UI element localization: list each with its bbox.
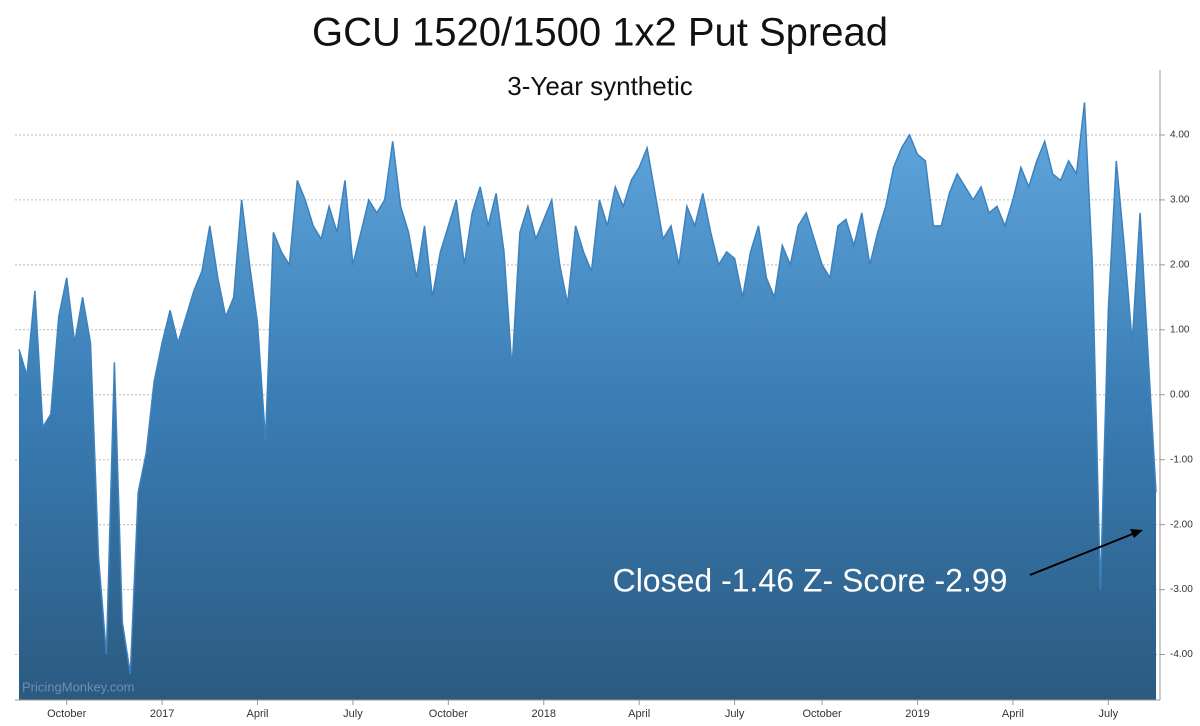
x-tick-label: April xyxy=(628,708,650,720)
y-tick-label: -1.00 xyxy=(1170,454,1193,465)
y-tick-label: 4.00 xyxy=(1170,130,1190,141)
x-tick-label: October xyxy=(47,708,86,720)
area-line xyxy=(18,102,1157,675)
y-tick-label: -4.00 xyxy=(1170,649,1193,660)
y-tick-label: 0.00 xyxy=(1170,389,1190,400)
annotation-arrow xyxy=(1029,532,1136,576)
x-tick-label: 2017 xyxy=(150,708,174,720)
x-tick-label: 2019 xyxy=(905,708,929,720)
x-tick-label: April xyxy=(1002,708,1024,720)
area xyxy=(18,102,1157,700)
chart-subtitle: 3-Year synthetic xyxy=(507,71,692,101)
y-tick-label: 2.00 xyxy=(1170,259,1190,270)
x-tick-label: October xyxy=(802,708,841,720)
y-tick-label: -3.00 xyxy=(1170,584,1193,595)
plot xyxy=(18,102,1157,700)
watermark: PricingMonkey.com xyxy=(22,679,134,694)
y-tick-label: 1.00 xyxy=(1170,324,1190,335)
x-tick-label: 2018 xyxy=(532,708,556,720)
y-tick-label: 3.00 xyxy=(1170,195,1190,206)
x-tick-label: July xyxy=(725,708,745,720)
x-tick-label: July xyxy=(343,708,363,720)
annotation: Closed -1.46 Z- Score -2.99 xyxy=(613,562,1008,598)
x-tick-label: April xyxy=(247,708,269,720)
y-tick-label: -2.00 xyxy=(1170,519,1193,530)
x-tick-label: October xyxy=(429,708,468,720)
arrow-head xyxy=(1130,529,1143,538)
chart-title: GCU 1520/1500 1x2 Put Spread xyxy=(312,11,888,55)
x-tick-label: July xyxy=(1099,708,1119,720)
